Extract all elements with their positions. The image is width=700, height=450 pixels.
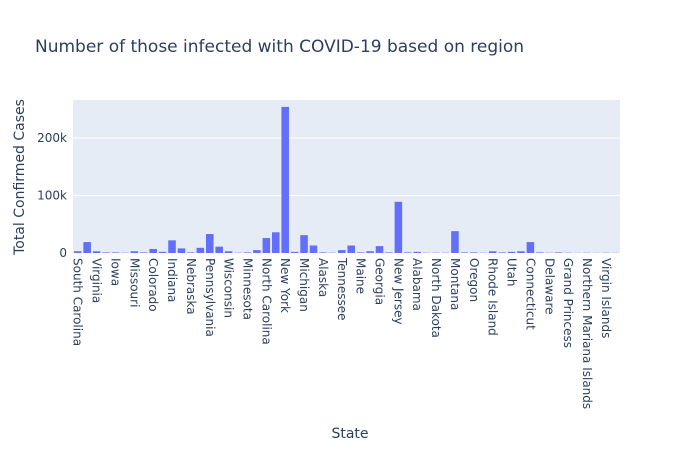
bar [158, 251, 167, 253]
bar [488, 251, 497, 253]
plot-area [73, 100, 620, 253]
bar [526, 242, 535, 253]
x-tick-label: Missouri [127, 258, 141, 307]
bar [205, 234, 214, 253]
bar [102, 252, 110, 253]
bar [404, 252, 412, 253]
bar [300, 235, 308, 253]
x-tick-label: Rhode Island [486, 258, 500, 336]
bar [290, 251, 299, 253]
bar [83, 242, 91, 253]
bar [451, 231, 459, 253]
bar [111, 252, 120, 253]
bar [281, 106, 289, 253]
y-tick-label: 200k [37, 131, 67, 145]
bar [73, 251, 82, 253]
x-tick-label: Pennsylvania [203, 258, 217, 337]
x-tick-label: Indiana [165, 258, 179, 302]
x-tick-label: Utah [505, 258, 519, 286]
chart-title: Number of those infected with COVID-19 b… [35, 37, 524, 57]
x-tick-label: Grand Princess [561, 258, 575, 348]
bar [394, 201, 403, 253]
x-tick-label: Maine [354, 258, 368, 294]
x-tick-label: Colorado [146, 258, 160, 312]
bar [375, 246, 384, 253]
x-tick-label: Connecticut [523, 258, 537, 330]
y-tick-label: 0 [59, 246, 67, 260]
x-tick-label: Wisconsin [222, 258, 236, 318]
x-tick-label: Nebraska [184, 258, 198, 315]
bar [517, 251, 525, 253]
y-axis-label: Total Confirmed Cases [12, 99, 28, 256]
bar [319, 252, 327, 253]
bar [271, 232, 280, 253]
bar [177, 248, 186, 253]
bar [92, 251, 101, 253]
y-tick-label: 100k [37, 188, 67, 202]
bar [536, 252, 544, 253]
bar [554, 252, 563, 253]
bar [243, 252, 252, 253]
bar [187, 252, 195, 253]
bar [507, 251, 516, 253]
bar [196, 247, 205, 253]
bar [460, 252, 469, 253]
bar [224, 251, 233, 253]
bar [366, 251, 374, 253]
x-tick-label: Iowa [108, 258, 122, 286]
bar [338, 250, 346, 253]
x-tick-label: Virgin Islands [599, 258, 613, 338]
bar [130, 251, 139, 253]
x-tick-label: Oregon [467, 258, 481, 302]
bar [356, 252, 365, 253]
bar [149, 248, 157, 253]
bar [347, 245, 355, 253]
bar [262, 238, 271, 253]
x-tick-label: North Carolina [259, 258, 273, 345]
x-tick-label: Virginia [90, 258, 104, 303]
x-axis-label: State [331, 426, 368, 442]
bar [215, 246, 223, 253]
x-tick-label: North Dakota [429, 258, 443, 338]
bar [385, 252, 393, 253]
x-tick-label: Minnesota [240, 258, 254, 320]
bar [309, 245, 318, 253]
x-tick-label: New York [278, 258, 292, 313]
bar [498, 252, 506, 253]
x-tick-label: Alaska [316, 258, 330, 297]
x-tick-label: Northern Mariana Islands [580, 258, 594, 409]
bar [168, 240, 176, 253]
bar [139, 252, 148, 253]
x-tick-label: Montana [448, 258, 462, 310]
bar [470, 252, 478, 253]
x-tick-label: Tennessee [335, 257, 349, 321]
x-tick-label: Delaware [542, 258, 556, 315]
x-tick-label: South Carolina [71, 258, 85, 346]
bar [413, 251, 422, 253]
bar [253, 250, 261, 253]
x-tick-label: Alabama [410, 258, 424, 311]
x-tick-label: New Jersey [391, 258, 405, 325]
x-tick-label: Michigan [297, 258, 311, 312]
x-tick-label: Georgia [373, 258, 387, 305]
